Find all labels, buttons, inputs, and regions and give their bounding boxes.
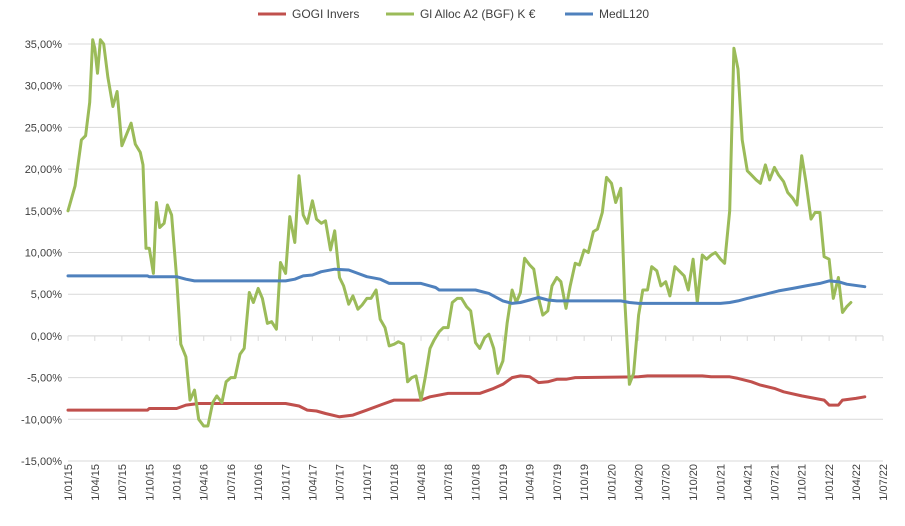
y-tick-label: 10,00% (25, 248, 63, 260)
x-tick-label: 1/01/18 (389, 464, 401, 501)
x-tick-label: 1/04/19 (525, 464, 537, 501)
x-tick-label: 1/07/16 (226, 464, 238, 501)
y-tick-label: 5,00% (31, 289, 62, 301)
y-tick-label: -5,00% (27, 373, 62, 385)
x-tick-label: 1/07/19 (552, 464, 564, 501)
x-tick-label: 1/01/17 (281, 464, 293, 501)
x-tick-label: 1/01/19 (498, 464, 510, 501)
series-line-2 (66, 267, 867, 305)
x-tick-label: 1/07/20 (661, 464, 673, 501)
x-tick-label: 1/10/20 (688, 464, 700, 501)
x-tick-label: 1/01/21 (715, 464, 727, 501)
y-tick-label: 30,00% (25, 81, 63, 93)
x-tick-label: 1/04/20 (634, 464, 646, 501)
y-tick-label: 25,00% (25, 122, 63, 134)
y-tick-label: 20,00% (25, 164, 63, 176)
series-line-0 (66, 374, 867, 419)
x-tick-label: 1/04/17 (307, 464, 319, 501)
x-tick-label: 1/04/16 (199, 464, 211, 501)
x-tick-label: 1/10/16 (253, 464, 265, 501)
y-tick-label: 0,00% (31, 331, 62, 343)
y-axis-tick-labels: -15,00% -10,00% -5,00% 0,00% 5,00% 10,00% 15,0… (21, 39, 62, 468)
x-tick-label: 1/04/18 (416, 464, 428, 501)
legend-label-0: GOGI Invers (292, 7, 359, 21)
y-tick-label: -15,00% (21, 456, 62, 468)
x-tick-label: 1/04/22 (851, 464, 863, 501)
x-tick-label: 1/04/21 (742, 464, 754, 501)
series-lines (66, 38, 867, 428)
y-tick-label: 15,00% (25, 206, 63, 218)
x-tick-label: 1/01/22 (824, 464, 836, 501)
x-tick-label: 1/10/17 (362, 464, 374, 501)
x-tick-label: 1/04/15 (90, 464, 102, 501)
x-axis-tick-labels: 1/01/15 1/04/15 1/07/15 1/10/15 1/01/16 1/04/… (63, 464, 890, 501)
x-tick-label: 1/10/18 (471, 464, 483, 501)
x-axis-tick-marks (67, 335, 884, 341)
x-tick-label: 1/01/16 (172, 464, 184, 501)
x-tick-label: 1/01/15 (63, 464, 75, 501)
x-tick-label: 1/10/15 (144, 464, 156, 501)
series-line-1 (66, 38, 853, 428)
gridlines (68, 43, 883, 462)
x-tick-label: 1/07/21 (769, 464, 781, 501)
x-tick-label: 1/10/21 (797, 464, 809, 501)
y-tick-label: 35,00% (25, 39, 63, 51)
legend: GOGI Invers Gl Alloc A2 (BGF) K € MedL120 (258, 7, 649, 21)
x-tick-label: 1/01/20 (607, 464, 619, 501)
x-tick-label: 1/07/15 (117, 464, 129, 501)
y-tick-label: -10,00% (21, 414, 62, 426)
legend-label-2: MedL120 (599, 7, 649, 21)
x-tick-label: 1/07/17 (334, 464, 346, 501)
legend-label-1: Gl Alloc A2 (BGF) K € (420, 7, 536, 21)
x-tick-label: 1/07/18 (443, 464, 455, 501)
x-tick-label: 1/10/19 (579, 464, 591, 501)
x-tick-label: 1/07/22 (878, 464, 890, 501)
